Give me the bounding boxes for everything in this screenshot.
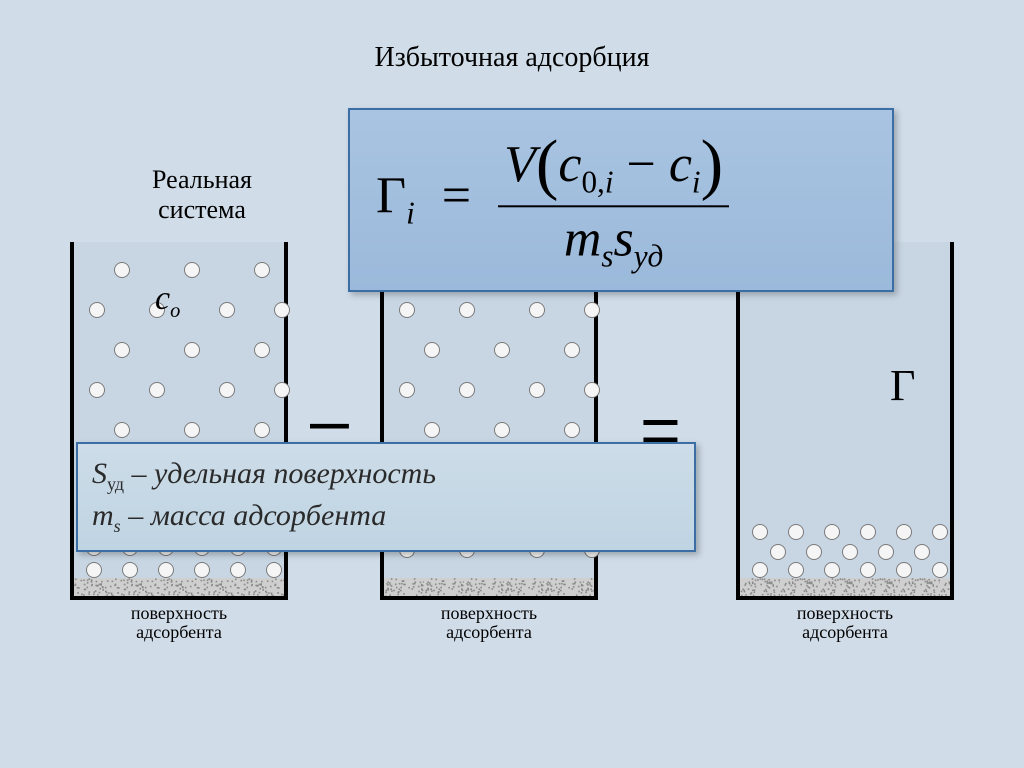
formula-fraction: V(c0,i − ci) mssуд bbox=[498, 125, 729, 274]
particle-dot bbox=[266, 562, 282, 578]
particle-dot bbox=[230, 562, 246, 578]
particle-dot bbox=[529, 382, 545, 398]
particle-dot bbox=[564, 422, 580, 438]
particle-dot bbox=[564, 342, 580, 358]
particle-dot bbox=[399, 302, 415, 318]
particle-dot bbox=[89, 302, 105, 318]
particle-dot bbox=[494, 342, 510, 358]
particle-dot bbox=[114, 422, 130, 438]
particle-dot bbox=[219, 302, 235, 318]
particle-dot bbox=[824, 562, 840, 578]
particle-dot bbox=[932, 562, 948, 578]
particle-dot bbox=[254, 422, 270, 438]
particle-dot bbox=[770, 544, 786, 560]
surface-label: поверхность адсорбента bbox=[44, 604, 314, 642]
particle-dot bbox=[274, 302, 290, 318]
gamma-label: Г bbox=[890, 360, 915, 411]
particle-dot bbox=[86, 562, 102, 578]
particle-dot bbox=[114, 342, 130, 358]
particle-dot bbox=[114, 262, 130, 278]
particle-dot bbox=[529, 302, 545, 318]
particle-dot bbox=[424, 342, 440, 358]
particle-dot bbox=[89, 382, 105, 398]
particle-dot bbox=[914, 544, 930, 560]
particle-dot bbox=[158, 562, 174, 578]
c0-sub: o bbox=[170, 300, 180, 322]
particle-dot bbox=[788, 524, 804, 540]
particle-dot bbox=[584, 382, 600, 398]
particle-dot bbox=[194, 562, 210, 578]
particle-dot bbox=[752, 524, 768, 540]
particle-dot bbox=[399, 382, 415, 398]
particle-dot bbox=[254, 262, 270, 278]
particle-dot bbox=[896, 562, 912, 578]
particle-dot bbox=[184, 262, 200, 278]
particle-dot bbox=[459, 302, 475, 318]
particle-dot bbox=[806, 544, 822, 560]
particle-dot bbox=[424, 422, 440, 438]
particle-dot bbox=[184, 422, 200, 438]
particle-dot bbox=[459, 382, 475, 398]
formula-lhs: Гi bbox=[376, 167, 415, 224]
particle-dot bbox=[254, 342, 270, 358]
legend-line-1: Sуд – удельная поверхность bbox=[92, 454, 680, 496]
particle-dot bbox=[824, 524, 840, 540]
formula-eq: = bbox=[428, 167, 485, 224]
particle-dot bbox=[184, 342, 200, 358]
c0-label: co bbox=[155, 280, 180, 323]
surface-label: поверхность адсорбента bbox=[710, 604, 980, 642]
adsorbent-surface bbox=[70, 578, 288, 600]
particle-dot bbox=[122, 562, 138, 578]
particle-dot bbox=[860, 524, 876, 540]
particle-dot bbox=[494, 422, 510, 438]
particle-dot bbox=[932, 524, 948, 540]
particle-dot bbox=[219, 382, 235, 398]
particle-dot bbox=[860, 562, 876, 578]
adsorbent-surface bbox=[380, 578, 598, 600]
particle-dot bbox=[149, 382, 165, 398]
beaker-3: поверхность адсорбента bbox=[736, 242, 954, 582]
c0-main: c bbox=[155, 280, 170, 317]
legend-line-2: ms – масса адсорбента bbox=[92, 496, 680, 538]
adsorbent-surface bbox=[736, 578, 954, 600]
formula-box: Гi = V(c0,i − ci) mssуд bbox=[348, 108, 894, 292]
particle-dot bbox=[584, 302, 600, 318]
particle-dot bbox=[878, 544, 894, 560]
subtitle-real-system: Реальная система bbox=[112, 165, 292, 225]
particle-dot bbox=[788, 562, 804, 578]
page-title: Избыточная адсорбция bbox=[0, 42, 1024, 74]
particle-dot bbox=[842, 544, 858, 560]
surface-label: поверхность адсорбента bbox=[354, 604, 624, 642]
particle-dot bbox=[752, 562, 768, 578]
legend-box: Sуд – удельная поверхность ms – масса ад… bbox=[76, 442, 696, 552]
particle-dot bbox=[896, 524, 912, 540]
particle-dot bbox=[274, 382, 290, 398]
